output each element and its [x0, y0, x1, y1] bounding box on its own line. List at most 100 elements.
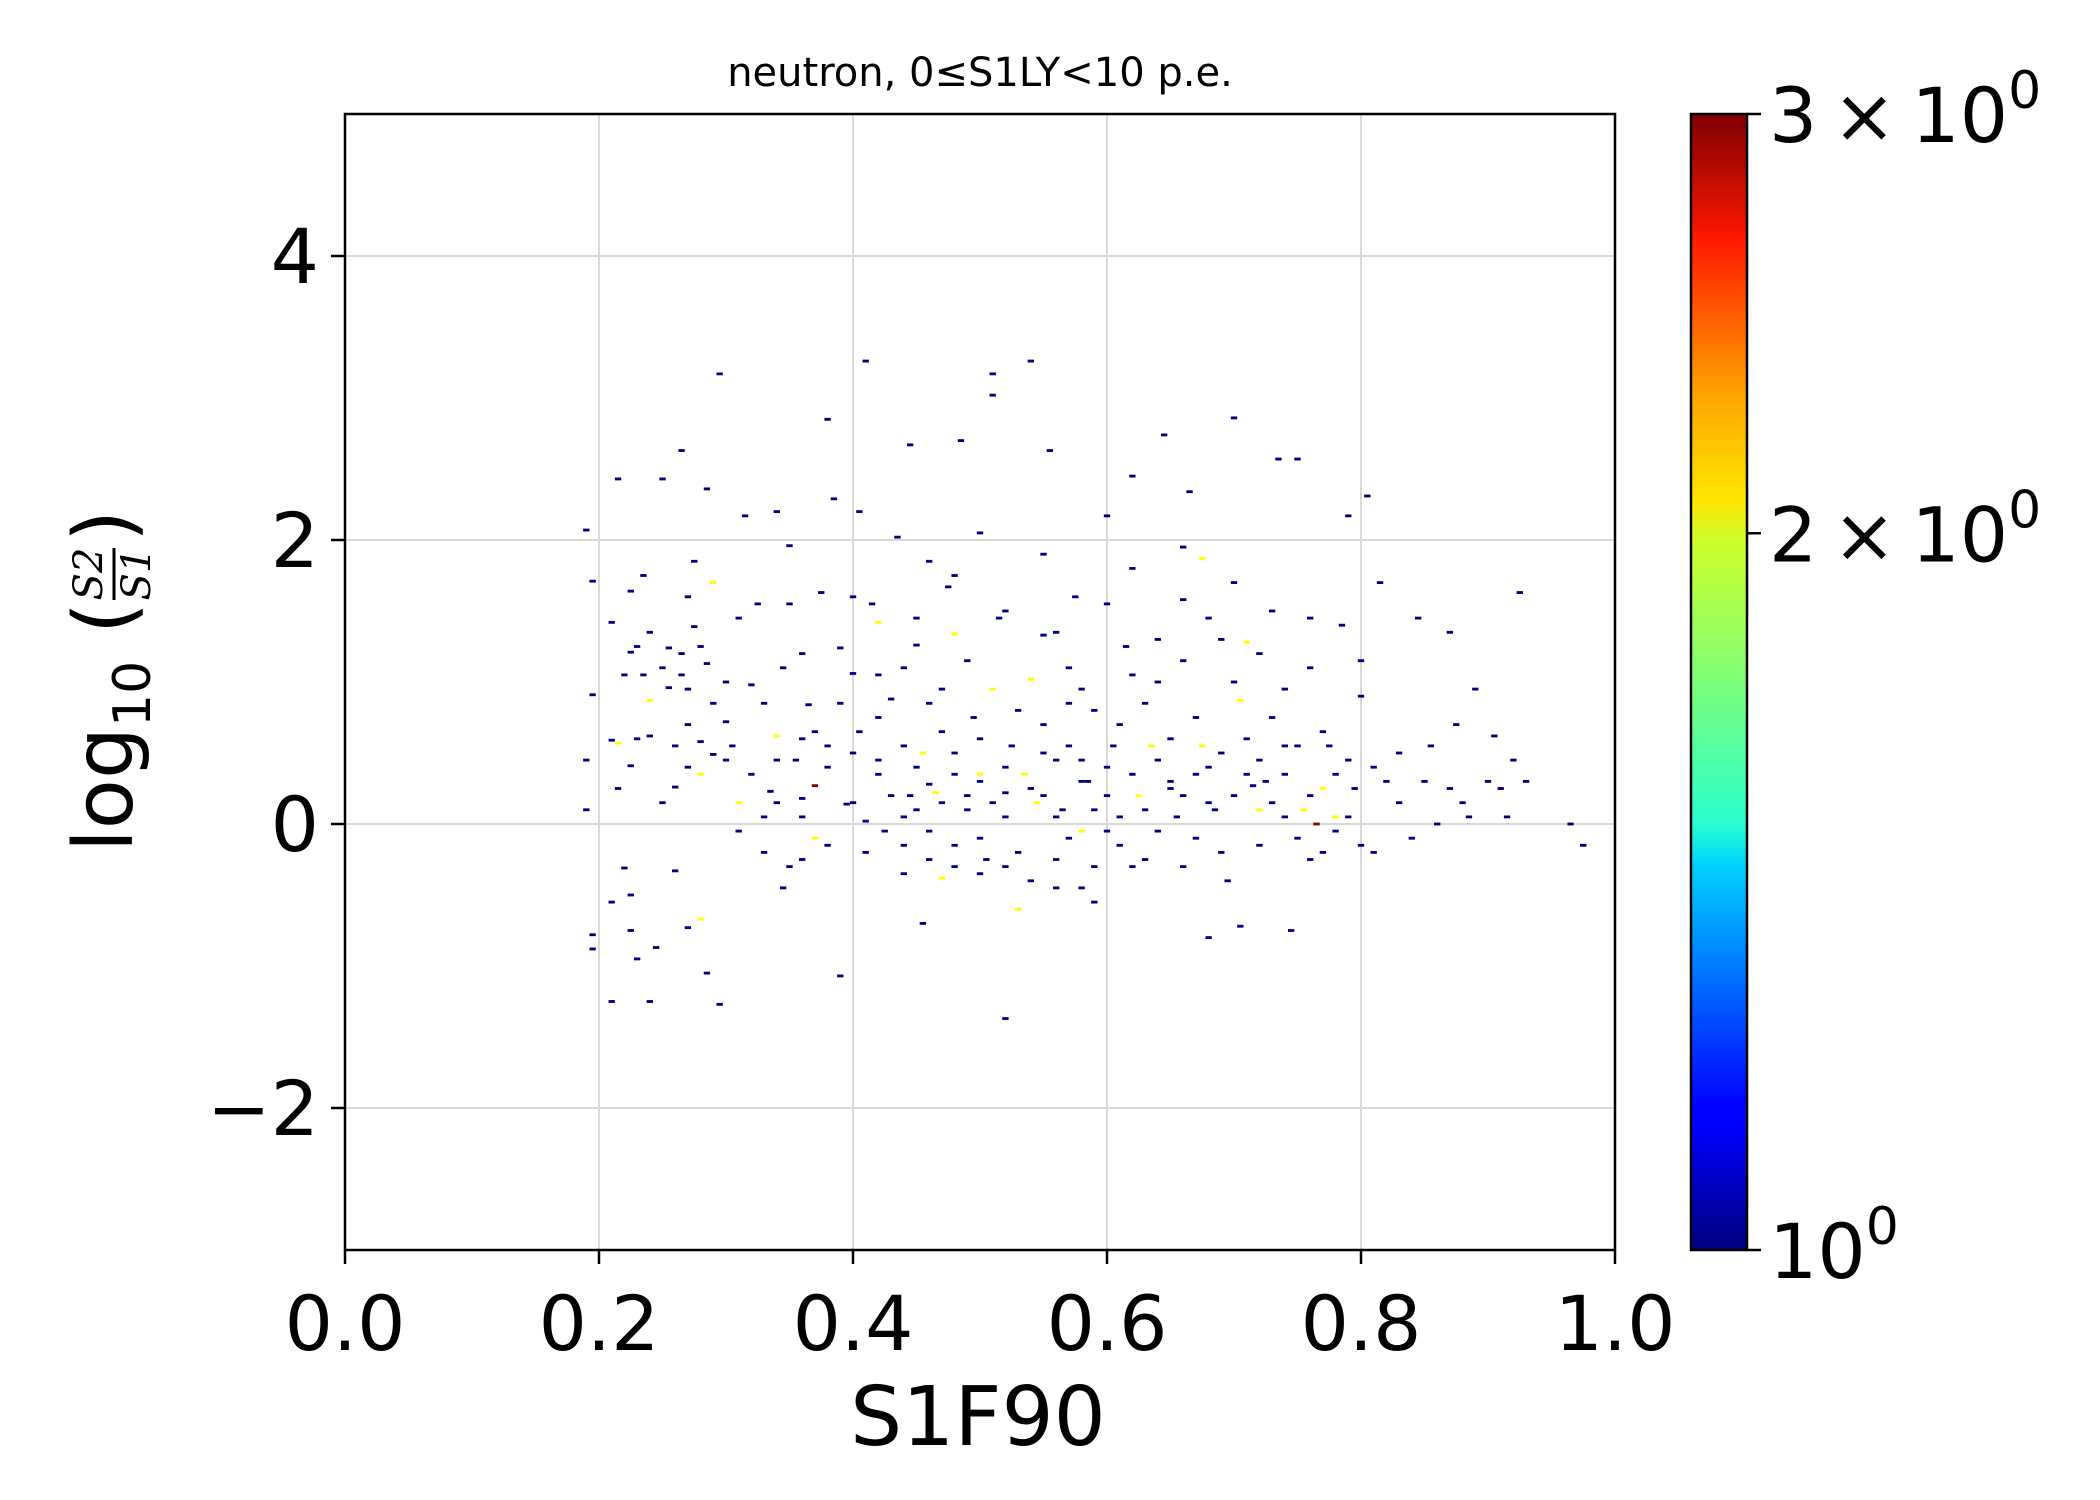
- histogram-bin: [1078, 687, 1085, 691]
- histogram-bin: [1268, 716, 1276, 719]
- histogram-bin: [1376, 581, 1384, 585]
- histogram-bin: [773, 734, 780, 738]
- histogram-bin: [1268, 801, 1276, 805]
- histogram-bin: [1027, 677, 1034, 681]
- histogram-bin: [976, 531, 984, 535]
- histogram-bin: [703, 971, 711, 975]
- histogram-bin: [1002, 609, 1009, 613]
- histogram-bin: [1053, 815, 1060, 819]
- histogram-bin: [665, 646, 673, 650]
- histogram-bin: [1218, 850, 1225, 854]
- histogram-bin: [1205, 765, 1212, 769]
- histogram-bin: [1122, 645, 1130, 648]
- histogram-bin: [1275, 457, 1282, 461]
- histogram-bin: [900, 815, 907, 819]
- histogram-bin: [1129, 673, 1136, 677]
- histogram-bin: [1446, 787, 1454, 790]
- histogram-bin: [716, 372, 723, 376]
- histogram-bin: [773, 801, 780, 805]
- histogram-bin: [1256, 808, 1263, 812]
- histogram-bin: [1256, 758, 1263, 762]
- histogram-bin: [1116, 723, 1123, 727]
- histogram-bin: [1180, 545, 1187, 549]
- histogram-bin: [1084, 779, 1092, 783]
- x-axis-label: S1F90: [850, 1370, 1106, 1465]
- histogram-bin: [881, 829, 888, 833]
- histogram-bin: [951, 574, 958, 577]
- histogram-bin: [640, 673, 647, 677]
- histogram-bin: [1205, 936, 1212, 940]
- histogram-bin: [900, 666, 907, 670]
- histogram-bin: [1053, 630, 1060, 634]
- histogram-bin: [646, 1000, 653, 1003]
- histogram-bin: [583, 528, 590, 532]
- histogram-bin: [919, 921, 927, 925]
- histogram-bin: [1002, 791, 1009, 795]
- histogram-bin: [856, 510, 863, 514]
- histogram-bin: [760, 701, 768, 705]
- histogram-bin: [926, 858, 933, 861]
- histogram-bin: [913, 808, 920, 812]
- histogram-bin: [678, 652, 685, 656]
- histogram-bin: [951, 632, 958, 636]
- histogram-bin: [926, 829, 933, 833]
- y-label-prefix: log: [57, 727, 152, 852]
- histogram-bin: [786, 865, 793, 869]
- histogram-bin: [1281, 815, 1288, 819]
- histogram-bin: [608, 1000, 615, 1003]
- histogram-bin: [659, 477, 666, 481]
- histogram-bin: [1078, 829, 1085, 833]
- histogram-bin: [1205, 801, 1212, 805]
- histogram-bin: [684, 765, 692, 769]
- histogram-bin: [678, 673, 685, 677]
- histogram-bin: [678, 449, 685, 452]
- histogram-bin: [875, 716, 882, 719]
- histogram-bin: [976, 779, 984, 783]
- histogram-bin: [1326, 744, 1333, 748]
- histogram-bin: [1224, 879, 1231, 883]
- histogram-bin: [1211, 808, 1219, 812]
- data-points: [583, 359, 1587, 1020]
- histogram-bin: [703, 662, 711, 665]
- histogram-bin: [1141, 808, 1149, 812]
- histogram-bin: [862, 359, 869, 363]
- histogram-bin: [1103, 829, 1111, 833]
- histogram-bin: [1580, 843, 1587, 847]
- histogram-bin: [786, 602, 793, 606]
- histogram-bin: [951, 865, 958, 869]
- histogram-bin: [633, 957, 641, 961]
- histogram-bin: [589, 933, 596, 937]
- histogram-bin: [1453, 723, 1460, 727]
- histogram-bin: [1040, 552, 1047, 556]
- histogram-bin: [1230, 416, 1238, 420]
- histogram-bin: [621, 673, 628, 677]
- histogram-bin: [1357, 843, 1365, 847]
- histogram-bin: [710, 753, 717, 756]
- histogram-bin: [1345, 815, 1352, 819]
- histogram-bin: [1167, 787, 1174, 790]
- histogram-bin: [799, 797, 806, 800]
- histogram-bin: [1256, 843, 1263, 847]
- histogram-bin: [1192, 836, 1200, 840]
- histogram-bin: [1472, 687, 1479, 691]
- histogram-bin: [849, 672, 857, 675]
- histogram-bin: [1021, 772, 1028, 776]
- histogram-bin: [1180, 598, 1187, 602]
- histogram-bin: [1129, 865, 1136, 869]
- histogram-bin: [1199, 557, 1206, 560]
- histogram-bin: [703, 487, 711, 491]
- x-tick-label-1: 0.2: [539, 1279, 660, 1368]
- histogram-bin: [1192, 716, 1200, 719]
- histogram-bin: [1345, 758, 1352, 762]
- histogram-bin: [1002, 1017, 1009, 1020]
- histogram-bin: [1218, 637, 1225, 641]
- histogram-bin: [1154, 829, 1161, 833]
- histogram-bin: [633, 737, 641, 741]
- histogram-bin: [1370, 765, 1377, 769]
- histogram-bin: [684, 595, 692, 599]
- histogram-bin: [608, 738, 615, 742]
- histogram-bin: [1307, 616, 1314, 620]
- histogram-bin: [1434, 822, 1441, 826]
- histogram-bin: [1040, 723, 1047, 727]
- histogram-bin: [970, 716, 977, 719]
